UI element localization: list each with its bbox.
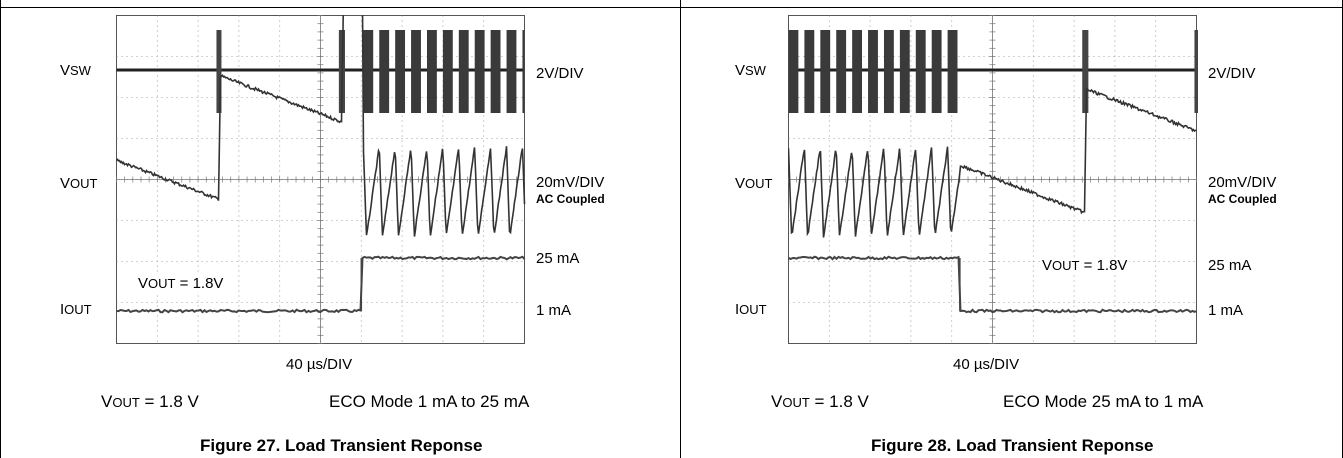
vsw-burst — [458, 30, 469, 113]
iout-high-label: 25 mA — [536, 250, 580, 267]
condition-mode: ECO Mode 1 mA to 25 mA — [329, 392, 530, 411]
vout-annotation: VOUT = 1.8V — [136, 275, 226, 292]
vsw-burst — [1082, 30, 1089, 113]
vsw-scale-label: 2V/DIV — [1208, 65, 1256, 82]
vsw-burst — [915, 30, 926, 113]
vsw-burst — [395, 30, 406, 113]
iout-high-label: 25 mA — [1208, 257, 1252, 274]
ac-coupled-label: AC Coupled — [1208, 192, 1277, 206]
vsw-burst — [852, 30, 863, 113]
vsw-burst — [442, 30, 453, 113]
scope-plot-28 — [788, 15, 1198, 344]
time-scale-label: 40 µs/DIV — [953, 356, 1020, 373]
condition-vout: VOUT = 1.8 V — [101, 392, 199, 411]
vsw-channel-label: VSW — [60, 62, 91, 79]
vsw-burst — [506, 30, 517, 113]
scope-plot-27 — [116, 15, 526, 344]
vout-trace — [788, 88, 1197, 238]
vsw-burst — [411, 30, 421, 113]
vsw-burst — [836, 30, 847, 113]
vsw-burst — [804, 30, 815, 113]
iout-low-label: 1 mA — [1208, 302, 1244, 319]
iout-trace — [788, 255, 1197, 314]
condition-vout: VOUT = 1.8 V — [771, 392, 869, 411]
vsw-burst — [820, 30, 831, 113]
vsw-burst — [474, 30, 485, 113]
vout-trace — [116, 15, 526, 237]
vsw-burst — [379, 30, 390, 113]
vout-scale-label: 20mV/DIV — [536, 174, 605, 191]
vsw-scale-label: 2V/DIV — [536, 65, 584, 82]
vsw-burst — [947, 30, 958, 113]
iout-trace — [116, 255, 526, 314]
iout-channel-label: IOUT — [60, 301, 92, 318]
figure-caption: Figure 28. Load Transient Reponse — [871, 436, 1154, 455]
vsw-channel-label: VSW — [735, 62, 766, 79]
vsw-burst — [1194, 30, 1198, 113]
vsw-burst — [868, 30, 878, 113]
vout-annotation: VOUT = 1.8V — [1040, 257, 1130, 274]
condition-mode: ECO Mode 25 mA to 1 mA — [1003, 392, 1204, 411]
vout-scale-label: 20mV/DIV — [1208, 174, 1277, 191]
iout-low-label: 1 mA — [536, 302, 572, 319]
vsw-burst — [899, 30, 910, 113]
ac-coupled-label: AC Coupled — [536, 192, 605, 206]
vsw-burst — [883, 30, 894, 113]
vsw-burst — [490, 30, 501, 113]
vsw-burst — [426, 30, 437, 113]
vout-channel-label: VOUT — [60, 175, 98, 192]
vsw-burst — [522, 30, 525, 113]
iout-channel-label: IOUT — [735, 301, 767, 318]
vout-channel-label: VOUT — [735, 175, 773, 192]
time-scale-label: 40 µs/DIV — [286, 356, 353, 373]
figure-caption: Figure 27. Load Transient Reponse — [200, 436, 483, 455]
vsw-burst — [931, 30, 942, 113]
vsw-burst — [216, 30, 222, 113]
vsw-burst — [788, 30, 799, 113]
vsw-burst — [363, 30, 374, 113]
